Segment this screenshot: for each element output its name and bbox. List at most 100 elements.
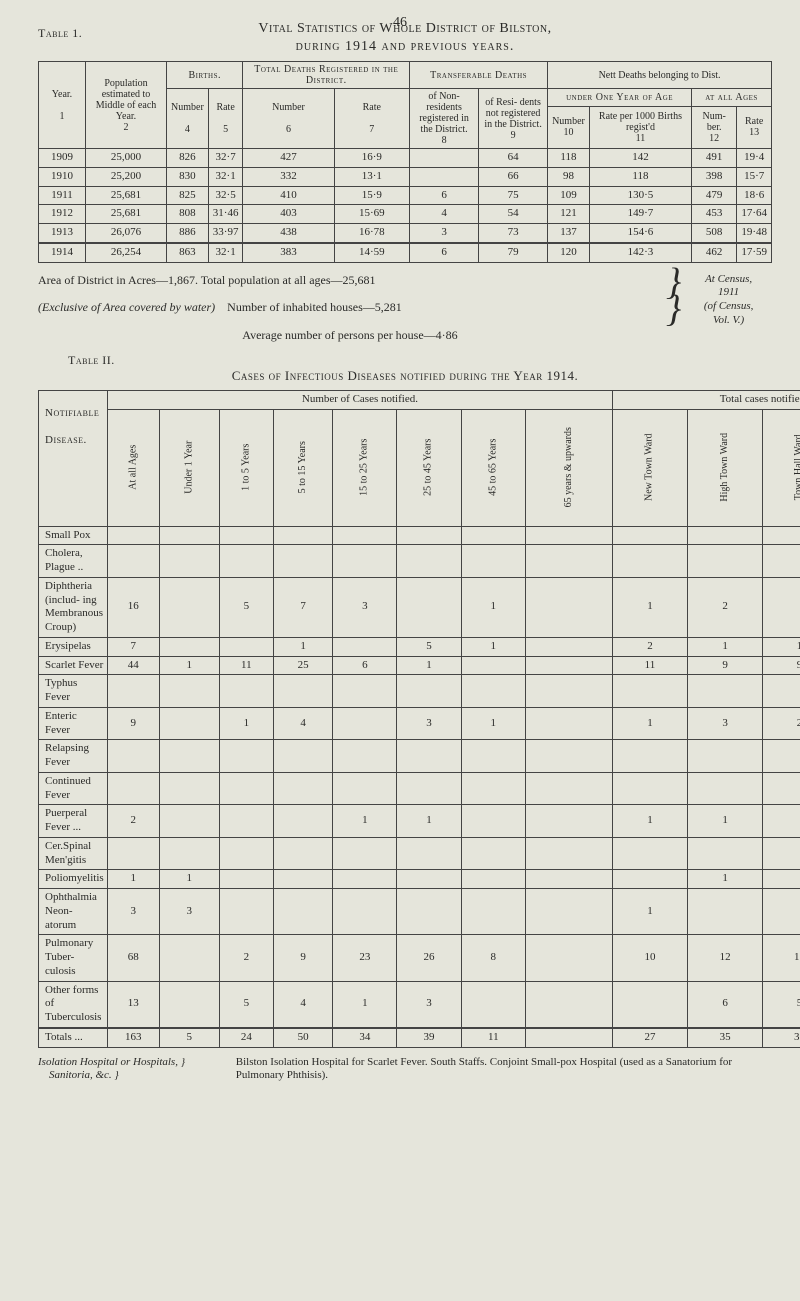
cell	[613, 675, 688, 708]
h-year: Year.	[52, 89, 72, 100]
cell: 403	[243, 205, 334, 224]
cell	[219, 637, 273, 656]
cell: 163	[107, 1028, 159, 1047]
cell	[333, 707, 397, 740]
cell	[763, 889, 800, 935]
cell: 1	[397, 805, 461, 838]
cell	[107, 740, 159, 773]
table-row: Ophthalmia Neon- atorum3312	[39, 889, 800, 935]
cell: 830	[167, 167, 209, 186]
note-l1: Area of District in Acres—1,867. Total p…	[38, 273, 376, 287]
cell: 17·59	[737, 243, 772, 262]
cell	[525, 889, 612, 935]
cell: 1	[763, 637, 800, 656]
cell: 32·5	[208, 186, 243, 205]
cell	[219, 870, 273, 889]
cell: 825	[167, 186, 209, 205]
cell	[219, 526, 273, 545]
table1-title-a: Vital Statistics of Whole District of Bi…	[38, 20, 772, 38]
cell: 98	[548, 167, 590, 186]
cell: 149·7	[589, 205, 691, 224]
disease-name: Pulmonary Tuber- culosis	[39, 935, 108, 981]
h: Number	[171, 102, 204, 113]
cell	[525, 740, 612, 773]
cell	[397, 889, 461, 935]
cell	[333, 870, 397, 889]
cell	[525, 981, 612, 1028]
table-row: Small Pox	[39, 526, 800, 545]
cell: 120	[548, 243, 590, 262]
disease-name: Cer.Spinal Men'gitis	[39, 837, 108, 870]
cell: 154·6	[589, 224, 691, 243]
colno: 6	[286, 124, 291, 135]
cell	[273, 740, 332, 773]
col-header: Under 1 Year	[159, 409, 219, 526]
cell	[525, 675, 612, 708]
cell: 9	[763, 656, 800, 675]
table-row: Poliomyelitis1111	[39, 870, 800, 889]
cell: 25	[273, 656, 332, 675]
h: Number	[272, 102, 305, 113]
cell	[687, 889, 763, 935]
cell	[159, 577, 219, 637]
vital-stats-table: Year.1 Population estimated to Middle of…	[38, 61, 772, 263]
cell: 508	[692, 224, 737, 243]
h-totalcases: Total cases notified in each Ward	[613, 390, 800, 409]
cell: 1	[159, 656, 219, 675]
cell	[159, 805, 219, 838]
cell: 438	[243, 224, 334, 243]
table2-title: Cases of Infectious Diseases notified du…	[38, 368, 772, 384]
colno: 4	[185, 124, 190, 135]
cell	[525, 577, 612, 637]
table-row: Continued Fever	[39, 772, 800, 805]
col-header: At all Ages	[107, 409, 159, 526]
cell	[613, 981, 688, 1028]
cell: 3	[687, 707, 763, 740]
cell: 16·9	[334, 149, 410, 168]
cell	[273, 526, 332, 545]
cell	[687, 526, 763, 545]
h: Rate	[216, 102, 234, 113]
cell	[763, 526, 800, 545]
cell	[613, 837, 688, 870]
cell	[219, 889, 273, 935]
cell: 25,681	[86, 205, 167, 224]
cell: 886	[167, 224, 209, 243]
cell	[613, 526, 688, 545]
cell: 1912	[39, 205, 86, 224]
h-disease: Notifiable	[45, 407, 99, 419]
cell	[763, 805, 800, 838]
cell: 32·7	[208, 149, 243, 168]
cell: 32·1	[208, 167, 243, 186]
cell: 3	[410, 224, 479, 243]
table-row: Diphtheria (includ- ing Membranous Croup…	[39, 577, 800, 637]
table-row: Enteric Fever91431132216	[39, 707, 800, 740]
table-row: 191025,20083032·133213·1669811839815·7	[39, 167, 772, 186]
cell	[410, 149, 479, 168]
cell	[525, 656, 612, 675]
cell: 121	[548, 205, 590, 224]
col-header: 65 years & upwards	[525, 409, 612, 526]
h: Rate	[745, 116, 763, 127]
cell: 1911	[39, 186, 86, 205]
cell: 24	[219, 1028, 273, 1047]
cell: 479	[692, 186, 737, 205]
table-row: Erysipelas715121121	[39, 637, 800, 656]
cell: 1	[333, 981, 397, 1028]
colno: 13	[749, 127, 759, 138]
cell: 863	[167, 243, 209, 262]
colno: 1	[60, 111, 65, 122]
note-l2b: Number of inhabited houses—5,281	[227, 300, 402, 314]
cell	[525, 837, 612, 870]
col-header: 45 to 65 Years	[461, 409, 525, 526]
cell	[219, 545, 273, 578]
cell	[763, 577, 800, 637]
cell: 25,200	[86, 167, 167, 186]
cell: 4	[273, 707, 332, 740]
cell	[763, 870, 800, 889]
cell: 13	[107, 981, 159, 1028]
cell: 427	[243, 149, 334, 168]
disease-name: Other forms of Tuberculosis	[39, 981, 108, 1028]
cell: 9	[273, 935, 332, 981]
note-l3: Average number of persons per house—4·86	[242, 328, 457, 342]
